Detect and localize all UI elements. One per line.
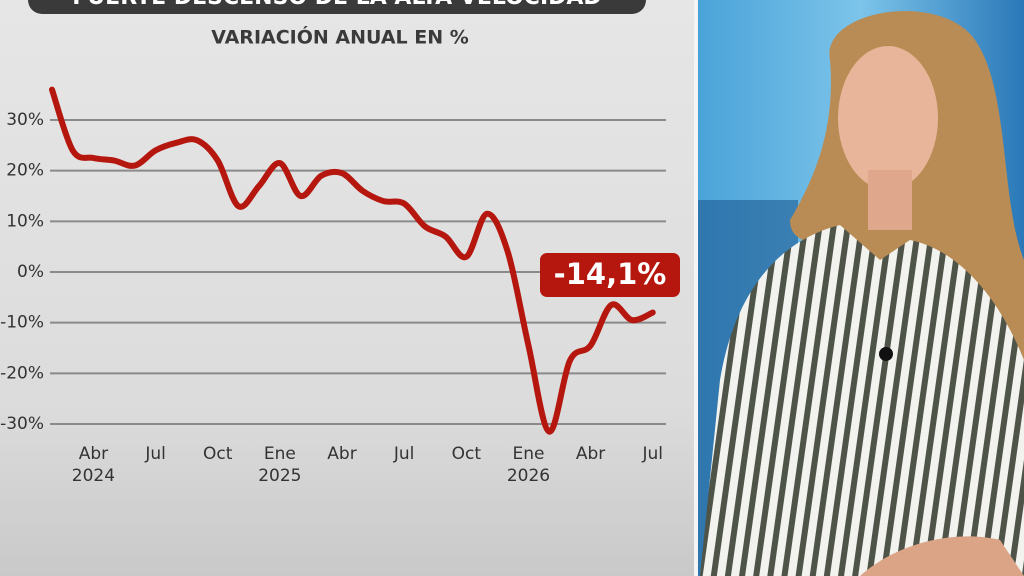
face bbox=[838, 46, 938, 190]
chart-subtitle: VARIACIÓN ANUAL EN % bbox=[211, 25, 469, 49]
y-tick-label: -30% bbox=[0, 414, 44, 434]
x-tick-label: Jul bbox=[393, 444, 415, 464]
x-tick-label: Ene 2025 bbox=[258, 444, 301, 486]
x-tick-label: Jul bbox=[144, 444, 166, 464]
x-tick-label: Abr bbox=[576, 444, 605, 464]
chart-title: FUERTE DESCENSO DE LA ALTA VELOCIDAD bbox=[72, 0, 601, 10]
y-tick-label: 0% bbox=[17, 262, 44, 282]
x-tick-label: Abr 2024 bbox=[72, 444, 115, 486]
y-tick-label: 10% bbox=[6, 211, 44, 231]
shirt bbox=[700, 225, 1024, 576]
neck bbox=[868, 170, 912, 230]
y-tick-label: 20% bbox=[6, 161, 44, 181]
x-tick-label: Oct bbox=[452, 444, 482, 464]
x-tick-label: Ene 2026 bbox=[507, 444, 550, 486]
y-tick-label: -20% bbox=[0, 363, 44, 383]
annotation-box bbox=[540, 253, 680, 297]
y-tick-label: 30% bbox=[6, 110, 44, 130]
x-tick-label: Oct bbox=[203, 444, 233, 464]
plot: 30% 20% 10% 0% -10% -20% -30% Abr 2024 Jul Oct Ene 2… bbox=[0, 86, 680, 486]
title-banner bbox=[28, 0, 646, 14]
data-line bbox=[49, 86, 656, 435]
studio-view bbox=[698, 0, 1024, 576]
hands bbox=[860, 536, 1024, 576]
y-tick-label: -10% bbox=[0, 313, 44, 333]
x-tick-label: Abr bbox=[327, 444, 356, 464]
x-tick-label: Jul bbox=[641, 444, 663, 464]
annotation: -14,1% bbox=[554, 257, 667, 291]
microphone bbox=[879, 347, 893, 361]
divider bbox=[694, 0, 698, 576]
